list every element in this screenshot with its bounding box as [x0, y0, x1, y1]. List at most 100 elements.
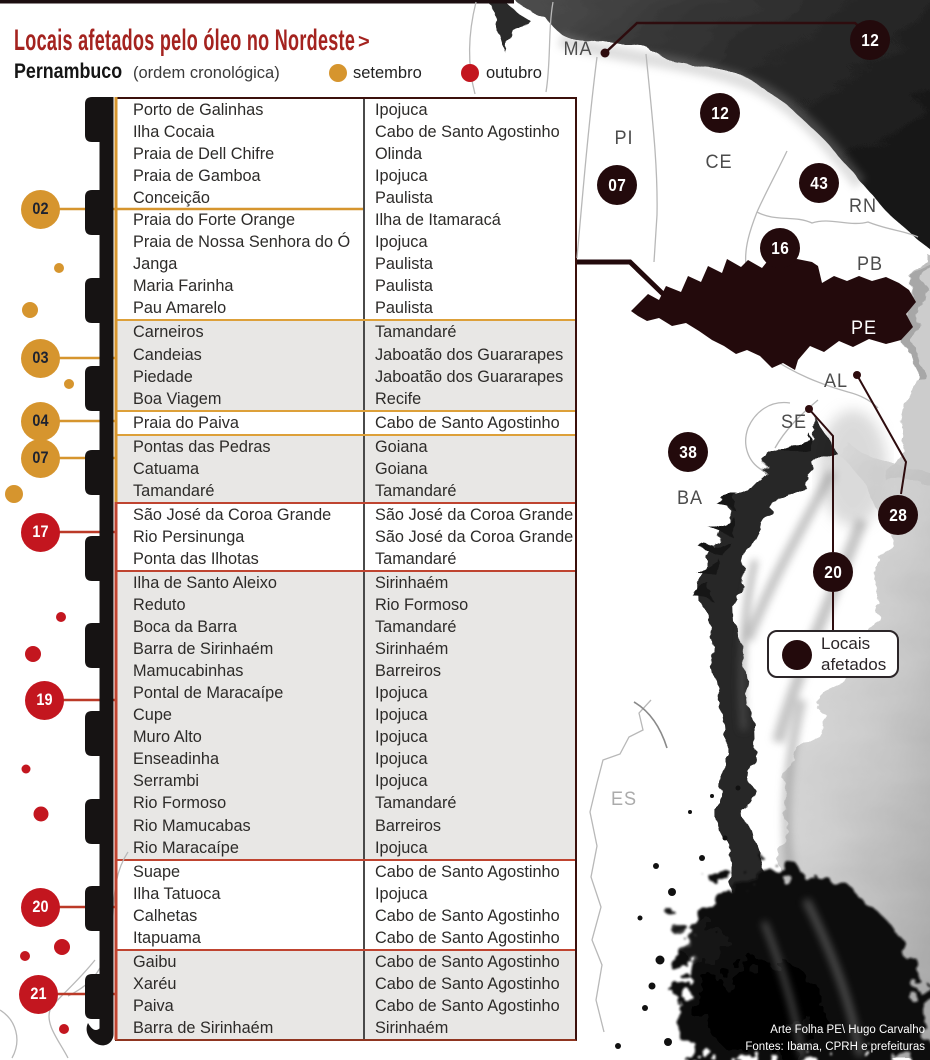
- table-row: Enseadinha Ipojuca: [117, 748, 575, 771]
- strip-tab: [85, 886, 114, 931]
- cell-local: Rio Mamucabas: [133, 816, 251, 835]
- table-row: Catuama Goiana: [117, 457, 575, 480]
- state-label-MA: MA: [563, 39, 593, 60]
- cell-municipio: Olinda: [363, 143, 575, 166]
- table-row: Rio Mamucabas Barreiros: [117, 814, 575, 837]
- table-row: Praia de Gamboa Ipojuca: [117, 165, 575, 188]
- cell-local: Praia de Nossa Senhora do Ó: [133, 233, 351, 252]
- table-group-day-03: Carneiros Tamandaré Candeias Jaboatão dos G…: [117, 319, 575, 410]
- table-row: Rio Persinunga São José da Coroa Grande: [117, 525, 575, 548]
- day-badge-19: 19: [24, 680, 64, 720]
- cell-local: Pontal de Maracaípe: [133, 684, 284, 703]
- cell-local: Cupe: [133, 706, 172, 725]
- cell-local: Rio Formoso: [133, 794, 227, 813]
- cell-local: Barra de Sirinhaém: [133, 1018, 274, 1037]
- table-row: Tamandaré Tamandaré: [117, 479, 575, 502]
- pe-pointer-line: [577, 259, 665, 296]
- cell-local: Conceição: [133, 189, 210, 208]
- cell-municipio: Goiana: [363, 457, 575, 480]
- table-row: Paiva Cabo de Santo Agostinho: [117, 994, 575, 1017]
- day-badge-03: 03: [20, 338, 60, 378]
- table-row: Mamucabinhas Barreiros: [117, 660, 575, 683]
- strip-tab: [85, 366, 114, 411]
- outubro-dot-icon: [461, 64, 479, 82]
- table-group-day-19: Ilha de Santo Aleixo Sirinhaém Reduto Rio F…: [117, 569, 575, 859]
- cell-municipio: Cabo de Santo Agostinho: [363, 994, 575, 1017]
- cell-municipio: Cabo de Santo Agostinho: [363, 121, 575, 144]
- affected-location-icon: [782, 640, 812, 670]
- cell-local: Praia do Paiva: [133, 413, 239, 432]
- strip-tab: [85, 799, 114, 844]
- map-badge-PB: 16: [760, 228, 800, 268]
- cell-municipio: Ipojuca: [363, 682, 575, 705]
- table-group-day-02: Porto de Galinhas Ipojuca Ilha Cocaia Cabo …: [117, 99, 575, 320]
- cell-local: Calhetas: [133, 906, 198, 925]
- cell-municipio: Tamandaré: [363, 792, 575, 815]
- cell-municipio: Jaboatão dos Guararapes: [363, 365, 575, 388]
- table-row: Ponta das Ilhotas Tamandaré: [117, 547, 575, 570]
- table-row: Piedade Jaboatão dos Guararapes: [117, 365, 575, 388]
- plume-streaks: [739, 469, 868, 885]
- cell-municipio: Cabo de Santo Agostinho: [363, 926, 575, 949]
- credits: Arte Folha PE\ Hugo Carvalho Fontes: Iba…: [745, 1022, 925, 1056]
- map-legend: Locais afetados: [767, 630, 899, 678]
- cell-local: Ilha Tatuoca: [133, 884, 221, 903]
- cell-municipio: Sirinhaém: [363, 571, 575, 595]
- cell-municipio: Ilha de Itamaracá: [363, 209, 575, 232]
- cell-local: Mamucabinhas: [133, 662, 244, 681]
- cell-municipio: Ipojuca: [363, 748, 575, 771]
- cell-local: Ilha de Santo Aleixo: [133, 573, 277, 592]
- table-group-day-20: Suape Cabo de Santo Agostinho Ilha Tatuoca…: [117, 858, 575, 949]
- table-row: Cupe Ipojuca: [117, 704, 575, 727]
- day-badge-07: 07: [20, 438, 60, 478]
- cell-local: Carneiros: [133, 323, 204, 342]
- table-row: Pau Amarelo Paulista: [117, 297, 575, 320]
- cell-municipio: Ipojuca: [363, 882, 575, 905]
- state-label-BA: BA: [677, 488, 703, 509]
- day-badge-17: 17: [20, 512, 60, 552]
- table-group-day-04: Praia do Paiva Cabo de Santo Agostinho: [117, 409, 575, 434]
- map-badge-SE: 20: [813, 552, 853, 592]
- state-label-PE: PE: [851, 318, 877, 339]
- cell-local: Barra de Sirinhaém: [133, 640, 274, 659]
- cell-municipio: Goiana: [363, 435, 575, 458]
- cell-local: Praia de Gamboa: [133, 167, 261, 186]
- table-row: Muro Alto Ipojuca: [117, 726, 575, 749]
- legend-label-setembro: setembro: [353, 64, 422, 82]
- cell-municipio: São José da Coroa Grande: [363, 525, 575, 548]
- top-rule: [0, 0, 514, 4]
- cell-local: Itapuama: [133, 928, 201, 947]
- cell-local: Serrambi: [133, 772, 200, 791]
- oil-strip-graphic: [85, 97, 114, 1046]
- table-row: Praia do Paiva Cabo de Santo Agostinho: [117, 411, 575, 434]
- map-legend-label-line2: afetados: [821, 655, 887, 674]
- cell-local: Pontas das Pedras: [133, 437, 271, 456]
- table-row: São José da Coroa Grande São José da Coro…: [117, 503, 575, 526]
- cell-municipio: Cabo de Santo Agostinho: [363, 411, 575, 434]
- cell-municipio: Ipojuca: [363, 726, 575, 749]
- cell-municipio: Sirinhaém: [363, 1016, 575, 1039]
- cell-local: Ilha Cocaia: [133, 123, 215, 142]
- cell-local: Candeias: [133, 345, 202, 364]
- cell-local: Boca da Barra: [133, 618, 238, 637]
- cell-municipio: Tamandaré: [363, 616, 575, 639]
- cell-local: Xaréu: [133, 974, 177, 993]
- cell-local: Praia do Forte Orange: [133, 211, 295, 230]
- table-row: Candeias Jaboatão dos Guararapes: [117, 343, 575, 366]
- map-badge-CE: 12: [700, 93, 740, 133]
- strip-tab: [85, 190, 114, 235]
- es-coast-border: [633, 701, 668, 749]
- cell-municipio: Rio Formoso: [363, 594, 575, 617]
- cell-local: Boa Viagem: [133, 389, 222, 408]
- strip-tab: [85, 623, 114, 668]
- cell-municipio: Ipojuca: [363, 704, 575, 727]
- cell-municipio: Barreiros: [363, 660, 575, 683]
- state-label-CE: CE: [705, 152, 733, 173]
- day-badge-04: 04: [20, 401, 60, 441]
- cell-municipio: Jaboatão dos Guararapes: [363, 343, 575, 366]
- table-row: Barra de Sirinhaém Sirinhaém: [117, 1016, 575, 1039]
- state-label-AL: AL: [824, 371, 848, 392]
- table-row: Carneiros Tamandaré: [117, 321, 575, 344]
- cell-local: Pau Amarelo: [133, 299, 227, 318]
- cell-local: Rio Persinunga: [133, 527, 245, 546]
